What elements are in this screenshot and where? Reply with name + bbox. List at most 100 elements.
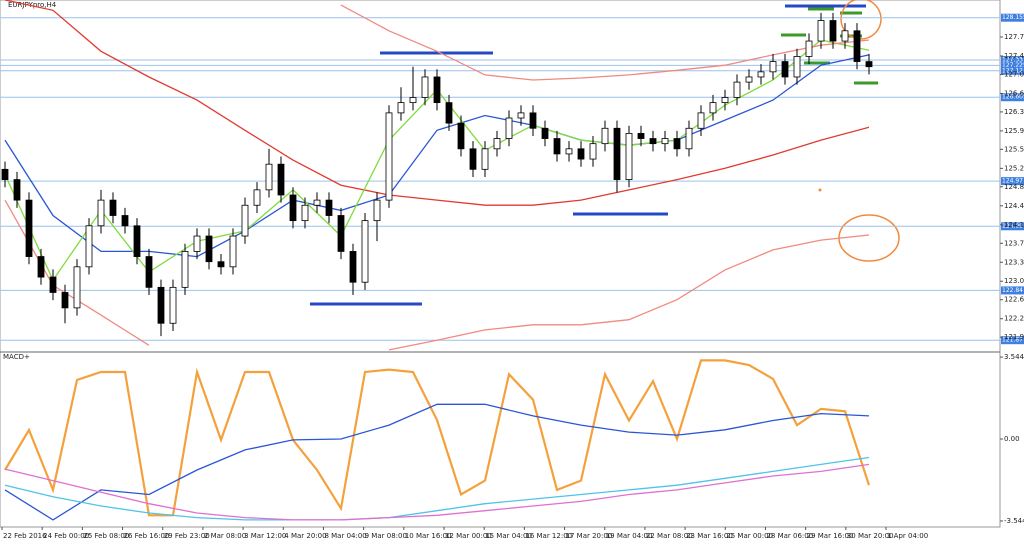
y-tick-label: 125.949	[1004, 127, 1024, 135]
x-tick-label: 25 Mar 00:00	[726, 532, 773, 540]
level-label: 122.84	[1002, 287, 1023, 294]
x-tick-label: 26 Feb 16:00	[124, 532, 170, 540]
x-tick-label: 29 Feb 23:00	[164, 532, 210, 540]
highlight-circle	[840, 0, 882, 40]
level-label: 124.09	[1002, 223, 1023, 230]
indicator-line	[4, 456, 870, 521]
candle-body	[781, 61, 789, 78]
candle-body	[805, 40, 813, 57]
candle-body	[277, 163, 285, 196]
candle-body	[517, 112, 525, 119]
indicator-line	[4, 463, 870, 521]
level-tag	[1001, 222, 1024, 231]
candle-body	[793, 56, 801, 78]
x-tick-label: 8 Mar 04:00	[324, 532, 366, 540]
level-label: 127.225	[1002, 62, 1024, 69]
y-tick-label: 125.589	[1004, 145, 1024, 153]
candle-body	[553, 138, 561, 155]
candle-body	[349, 251, 357, 283]
candle-body	[421, 76, 429, 98]
x-tick-label: 9 Mar 08:00	[365, 532, 407, 540]
candle-body	[253, 189, 261, 206]
candle-body	[709, 102, 717, 114]
level-tag	[1001, 336, 1024, 345]
y-tick-label: 127.779	[1004, 33, 1024, 41]
x-tick-label: 2 Mar 08:00	[204, 532, 246, 540]
candle-body	[649, 138, 657, 145]
candle-body	[1, 168, 9, 180]
candle-body	[373, 199, 381, 222]
candle-body	[469, 148, 477, 170]
candle-body	[733, 81, 741, 98]
level-tag	[1001, 56, 1024, 65]
level-tag	[1001, 177, 1024, 186]
candle-body	[217, 261, 225, 268]
x-tick-label: 22 Feb 2016	[3, 532, 47, 540]
x-tick-label: 17 Mar 20:00	[566, 532, 613, 540]
x-tick-label: 15 Mar 04:00	[485, 532, 532, 540]
y-tick-label: 123.759	[1004, 239, 1024, 247]
y-tick-label: 126.679	[1004, 89, 1024, 97]
candle-body	[49, 276, 57, 293]
y-tick-label: 123.019	[1004, 277, 1024, 285]
level-label: 124.97	[1002, 178, 1023, 185]
indicator-line	[4, 0, 870, 206]
candle-body	[577, 148, 585, 160]
x-tick-label: 22 Mar 08:00	[646, 532, 693, 540]
level-label: 128.155	[1002, 14, 1024, 21]
level-tag	[1001, 66, 1024, 75]
candle-body	[613, 127, 621, 180]
y-tick-label: 123.389	[1004, 258, 1024, 266]
x-tick-label: 16 Mar 12:00	[525, 532, 572, 540]
candle-body	[661, 138, 669, 145]
candle-body	[841, 30, 849, 42]
candle-body	[73, 266, 81, 309]
candle-body	[817, 20, 825, 42]
candle-body	[505, 117, 513, 139]
x-tick-label: 30 Mar 20:00	[847, 532, 894, 540]
candle-body	[109, 199, 117, 216]
y-tick-label: 124.859	[1004, 183, 1024, 191]
x-tick-label: 23 Mar 16:00	[686, 532, 733, 540]
level-label: 127.12	[1002, 67, 1023, 74]
candle-body	[289, 194, 297, 222]
candle-body	[769, 61, 777, 73]
candle-body	[829, 20, 837, 42]
x-tick-label: 4 Mar 20:00	[284, 532, 326, 540]
level-tag	[1001, 286, 1024, 295]
y-tick-label: 3.5448	[1004, 353, 1024, 361]
candle-body	[433, 76, 441, 104]
candle-body	[133, 225, 141, 257]
candle-body	[601, 127, 609, 145]
candle-body	[445, 102, 453, 124]
y-tick-label: 122.289	[1004, 315, 1024, 323]
candle-body	[37, 256, 45, 278]
x-tick-label: 3 Mar 12:00	[244, 532, 286, 540]
y-tick-label: 121.929	[1004, 333, 1024, 341]
y-tick-label: 127.409	[1004, 52, 1024, 60]
candle-body	[637, 133, 645, 139]
orange-dot	[818, 188, 822, 192]
candle-body	[265, 163, 273, 191]
candle-body	[205, 235, 213, 263]
x-tick-label: 29 Mar 16:00	[807, 532, 854, 540]
candle-body	[97, 199, 105, 227]
candle-body	[457, 122, 465, 150]
indicator-line	[4, 359, 871, 517]
indicator-line	[4, 403, 870, 521]
x-tick-label: 25 Feb 08:00	[83, 532, 129, 540]
candle-body	[865, 61, 873, 68]
plot-frame	[0, 0, 1001, 528]
y-tick-label: 122.659	[1004, 296, 1024, 304]
candle-body	[301, 204, 309, 222]
x-tick-label: 24 Feb 00:00	[43, 532, 89, 540]
candle-body	[121, 215, 129, 227]
level-tag	[1001, 13, 1024, 22]
candle-body	[853, 30, 861, 62]
candle-body	[721, 97, 729, 104]
candle-body	[325, 199, 333, 216]
candle-body	[757, 71, 765, 78]
candle-body	[673, 138, 681, 150]
x-tick-label: 19 Mar 04:00	[606, 532, 653, 540]
